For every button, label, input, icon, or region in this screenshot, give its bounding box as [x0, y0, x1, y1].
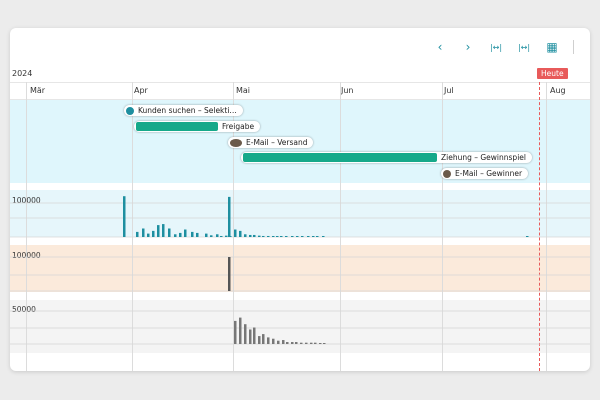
task-bar-fill — [243, 153, 437, 162]
milestone-dot-icon — [443, 169, 451, 178]
task-milestone[interactable]: E-Mail – Versand — [228, 137, 314, 148]
fit-icon: |↔| — [489, 42, 503, 52]
y-tick-label: 50000 — [12, 305, 36, 314]
next-button[interactable]: › — [459, 38, 477, 56]
task-label: Kunden suchen – Selekti… — [138, 106, 237, 115]
milestone-dot-icon — [126, 106, 134, 115]
y-tick-label: 100000 — [12, 196, 41, 205]
gantt-card: ‹ › |↔| |↔| ▦ 2024 Heute Mär Apr Mai Jun… — [10, 28, 590, 371]
fit-to-view-button[interactable]: |↔| — [487, 38, 505, 56]
task-bar[interactable]: Freigabe — [134, 121, 261, 132]
month-label: Jul — [444, 86, 454, 95]
previous-button[interactable]: ‹ — [431, 38, 449, 56]
task-milestone[interactable]: Kunden suchen – Selekti… — [124, 105, 243, 116]
month-label: Jun — [341, 86, 354, 95]
month-label: Aug — [550, 86, 566, 95]
task-milestone[interactable]: E-Mail – Gewinner — [441, 168, 529, 179]
chart-band-3 — [10, 300, 590, 353]
year-label: 2024 — [12, 69, 33, 78]
grid-line — [132, 82, 133, 371]
calendar-icon: ▦ — [546, 40, 558, 54]
task-bar-fill — [136, 122, 218, 131]
today-badge[interactable]: Heute — [537, 68, 568, 79]
month-label: Mär — [30, 86, 46, 95]
toolbar-divider — [573, 40, 574, 54]
task-label: Ziehung – Gewinnspiel — [441, 153, 526, 162]
grid-line — [340, 82, 341, 371]
month-header: Mär Apr Mai Jun Jul Aug — [10, 82, 590, 100]
toolbar: ‹ › |↔| |↔| ▦ — [431, 38, 574, 56]
task-label: Freigabe — [222, 122, 255, 131]
grid-line — [233, 82, 234, 371]
zoom-button[interactable]: |↔| — [515, 38, 533, 56]
chevron-right-icon: › — [465, 40, 471, 54]
milestone-dot-icon — [230, 138, 242, 147]
month-label: Mai — [236, 86, 251, 95]
task-label: E-Mail – Versand — [246, 138, 308, 147]
calendar-button[interactable]: ▦ — [543, 38, 561, 56]
month-label: Apr — [134, 86, 148, 95]
zoom-range-icon: |↔| — [517, 42, 531, 52]
task-label: E-Mail – Gewinner — [455, 169, 523, 178]
task-bar[interactable]: Ziehung – Gewinnspiel — [241, 152, 532, 163]
chart-band-1 — [10, 190, 590, 237]
chevron-left-icon: ‹ — [437, 40, 443, 54]
grid-line — [26, 82, 27, 371]
chart-band-2 — [10, 245, 590, 292]
y-tick-label: 100000 — [12, 251, 41, 260]
grid-line — [546, 82, 547, 371]
today-line — [539, 82, 540, 371]
grid-line — [442, 82, 443, 371]
